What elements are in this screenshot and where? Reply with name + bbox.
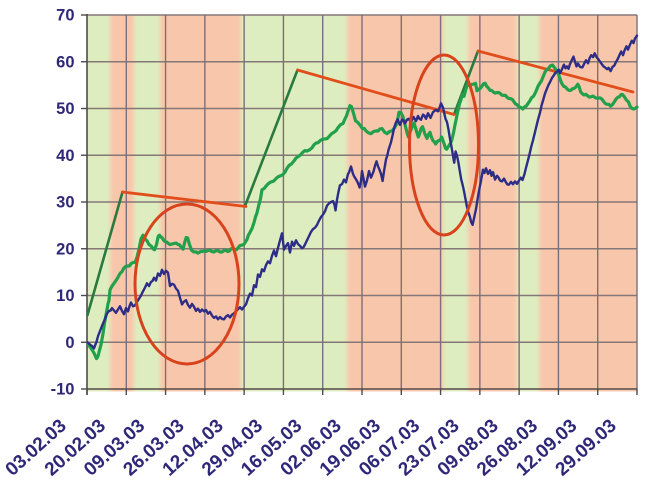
svg-text:50: 50	[56, 100, 74, 118]
svg-text:0: 0	[65, 334, 74, 352]
svg-text:70: 70	[56, 7, 74, 25]
svg-text:30: 30	[56, 194, 74, 212]
svg-text:60: 60	[56, 53, 74, 71]
svg-text:-10: -10	[51, 381, 75, 399]
svg-text:10: 10	[56, 287, 74, 305]
svg-text:40: 40	[56, 147, 74, 165]
svg-text:20: 20	[56, 240, 74, 258]
